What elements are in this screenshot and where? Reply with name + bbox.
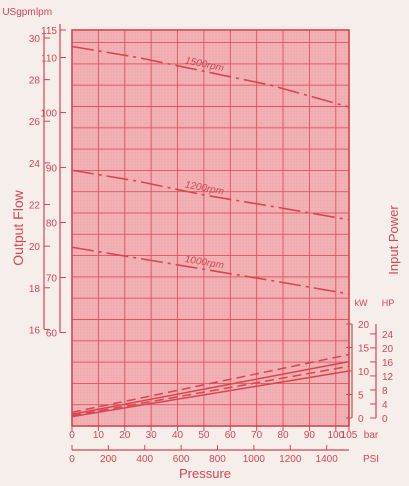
hp-tick-label: 20 [382,344,394,355]
bar-tick-label: 70 [251,430,263,441]
bar-tick-label: 10 [93,430,105,441]
power-curve [71,365,350,417]
bar-tick-label: 60 [225,430,237,441]
kw-tick-label: 15 [358,344,370,355]
flow-curve-1200rpm [71,169,350,221]
y2-axis-title: Input Power [386,205,401,275]
grid [71,29,350,427]
psi-tick-label: 400 [136,454,153,465]
lpm-tick-label: 80 [46,219,58,230]
lpm-unit-label: lpm [36,7,52,18]
usgpm-unit-label: USgpm [2,7,35,18]
flow-curve-1500rpm [71,45,350,108]
usgpm-tick-label: 30 [29,34,41,45]
psi-tick-label: 600 [173,454,190,465]
bar-tick-label: 20 [119,430,131,441]
x-axis-title: Pressure [179,466,231,481]
bar-tick-label: 80 [277,430,289,441]
usgpm-tick-label: 24 [29,159,41,170]
usgpm-tick-label: 18 [29,284,41,295]
hp-tick-label: 4 [382,400,388,411]
usgpm-tick-label: 26 [29,117,41,128]
kw-unit-label: kW [355,298,369,308]
flow-curve-1000rpm [71,246,350,295]
bar-unit-label: bar [364,430,379,441]
lpm-tick-label: 90 [46,164,58,175]
plot-frame [71,29,350,427]
usgpm-tick-label: 22 [29,201,41,212]
psi-tick-label: 1200 [279,454,302,465]
usgpm-tick-label: 16 [29,325,41,336]
psi-tick-label: 0 [69,454,75,465]
psi-tick-label: 1000 [243,454,266,465]
bar-tick-label: 100 [327,430,344,441]
lpm-tick-label: 110 [41,54,57,65]
hp-tick-label: 16 [382,358,394,369]
axes [43,24,377,451]
bar-tick-label: 90 [304,430,316,441]
bar-tick-label: 0 [69,430,75,441]
lpm-tick-label: 60 [46,329,58,340]
lpm-tick-label: 115 [41,26,57,37]
hp-tick-label: 24 [382,330,394,341]
psi-tick-label: 200 [100,454,117,465]
kw-tick-label: 0 [358,414,364,425]
power-curve [71,353,350,414]
kw-tick-label: 20 [358,320,370,331]
power-curve [71,370,350,418]
usgpm-tick-label: 20 [29,242,41,253]
hp-unit-label: HP [382,298,395,308]
plot-background [72,30,349,426]
hp-tick-label: 0 [382,414,388,425]
kw-tick-label: 5 [358,391,364,402]
bar-tick-label: 30 [146,430,158,441]
bar-tick-label: 50 [198,430,210,441]
hp-tick-label: 12 [382,372,394,383]
usgpm-tick-label: 28 [29,76,41,87]
bar-tick-label: 105 [341,430,358,441]
power-curve [71,360,350,415]
hp-tick-label: 8 [382,386,388,397]
lpm-tick-label: 100 [40,109,57,120]
lpm-tick-label: 70 [46,274,58,285]
plot-hatch [71,29,349,427]
psi-tick-label: 800 [209,454,226,465]
y-axis-title: Output Flow [10,189,26,265]
kw-tick-label: 10 [358,367,370,378]
bar-tick-label: 40 [172,430,184,441]
psi-unit-label: PSI [363,454,379,465]
psi-tick-label: 1400 [316,454,339,465]
